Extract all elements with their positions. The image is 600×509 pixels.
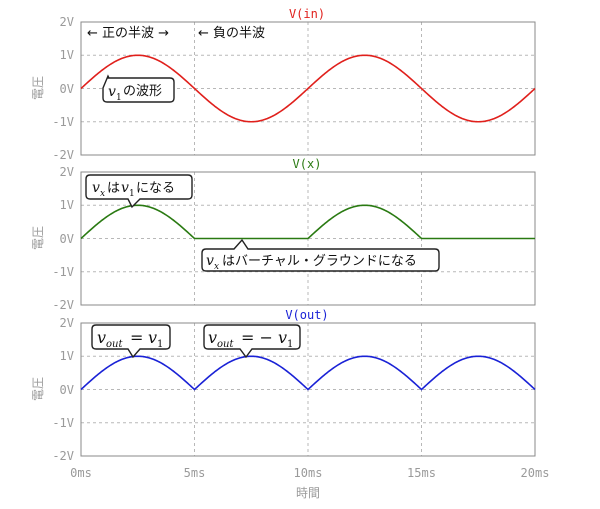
neg-half-label: ← 負の半波 (198, 26, 265, 41)
panel-vout-ytick-0v: 0V (60, 383, 74, 397)
panel-vin-title: V(in) (289, 7, 325, 21)
callout-vx-is-v1: v x は v 1 になる (85, 174, 193, 209)
callout-out2-sub: out (217, 339, 234, 350)
callout-vg-sub: x (214, 262, 219, 272)
callout-vx-var2: v (121, 180, 129, 196)
callout-out1-sub2: 1 (157, 339, 163, 350)
callout-v1-text: の波形 (123, 84, 162, 99)
x-tick-20ms: 20ms (521, 466, 550, 480)
x-tick-10ms: 10ms (294, 466, 323, 480)
callout-out2-var2: v (278, 328, 287, 347)
callout-vx-sub2: 1 (129, 189, 135, 199)
callout-v1-waveform: v 1 の波形 (102, 74, 175, 103)
panel-vx-ytick-m2v: -2V (52, 298, 74, 312)
panel-vin-ytick-1v: 1V (60, 48, 74, 62)
pos-half-label-bg (84, 23, 192, 41)
panel-vx-ytick-m1v: -1V (52, 265, 74, 279)
panel-vout-ylabel: 電圧 (31, 377, 45, 401)
callout-out1-sub: out (106, 339, 123, 350)
x-tick-15ms: 15ms (407, 466, 436, 480)
pos-half-label: ← 正の半波 → (87, 26, 169, 41)
panel-vx-ytick-2v: 2V (60, 165, 74, 179)
panel-vx-series-line (80, 204, 535, 240)
panel-vin-ytick-m1v: -1V (52, 115, 74, 129)
callout-out2-sub2: 1 (287, 339, 293, 350)
panel-vout: V(out) 2V 1V 0V -1V -2V 電圧 v out = v 1 v… (31, 308, 549, 500)
panel-vx-ylabel: 電圧 (31, 226, 45, 250)
panel-vout-series-line (80, 355, 536, 391)
panel-vout-ytick-m2v: -2V (52, 449, 74, 463)
panel-vin-series-line (80, 54, 536, 123)
callout-vg-var: v (206, 253, 214, 269)
panel-vout-title: V(out) (285, 308, 328, 322)
callout-vg-text: はバーチャル・グラウンドになる (222, 254, 417, 269)
panel-vin-ytick-0v: 0V (60, 82, 74, 96)
callout-out1-eq: = (130, 328, 143, 347)
x-axis-label: 時間 (296, 486, 320, 500)
panel-vin-ytick-2v: 2V (60, 15, 74, 29)
panel-vout-ytick-2v: 2V (60, 316, 74, 330)
callout-vx-sub: x (100, 189, 105, 199)
panel-vout-ytick-m1v: -1V (52, 416, 74, 430)
callout-vx-ha: は (107, 181, 120, 196)
panel-vout-ytick-1v: 1V (60, 349, 74, 363)
x-tick-0ms: 0ms (70, 466, 92, 480)
panel-vx-title: V(x) (293, 157, 322, 171)
panel-vin-ytick-m2v: -2V (52, 148, 74, 162)
callout-vout-eq-neg-v1: v out = − v 1 (203, 324, 301, 359)
panel-vin-ylabel: 電圧 (31, 76, 45, 100)
callout-out1-var2: v (148, 328, 157, 347)
callout-v1-sub: 1 (116, 93, 122, 103)
panel-vx-ytick-1v: 1V (60, 198, 74, 212)
panel-vin: V(in) 2V 1V 0V -1V -2V 電圧 ← 正の半波 → ← 負の半… (31, 7, 536, 162)
callout-vx-tail: になる (136, 181, 175, 196)
panel-vx-ytick-0v: 0V (60, 232, 74, 246)
callout-out2-eq: = − (241, 328, 273, 347)
callout-out1-var: v (97, 328, 106, 347)
callout-vout-eq-v1: v out = v 1 (91, 324, 171, 359)
panel-vx: V(x) 2V 1V 0V -1V -2V 電圧 v x は v 1 になる v… (31, 157, 536, 312)
callout-out2-var: v (208, 328, 217, 347)
callout-vx-virtual-ground: v x はバーチャル・グラウンドになる (201, 238, 440, 272)
neg-half-label-bg (195, 23, 277, 41)
callout-vx-var: v (92, 180, 100, 196)
x-tick-5ms: 5ms (184, 466, 206, 480)
callout-v1-var: v (108, 84, 116, 100)
